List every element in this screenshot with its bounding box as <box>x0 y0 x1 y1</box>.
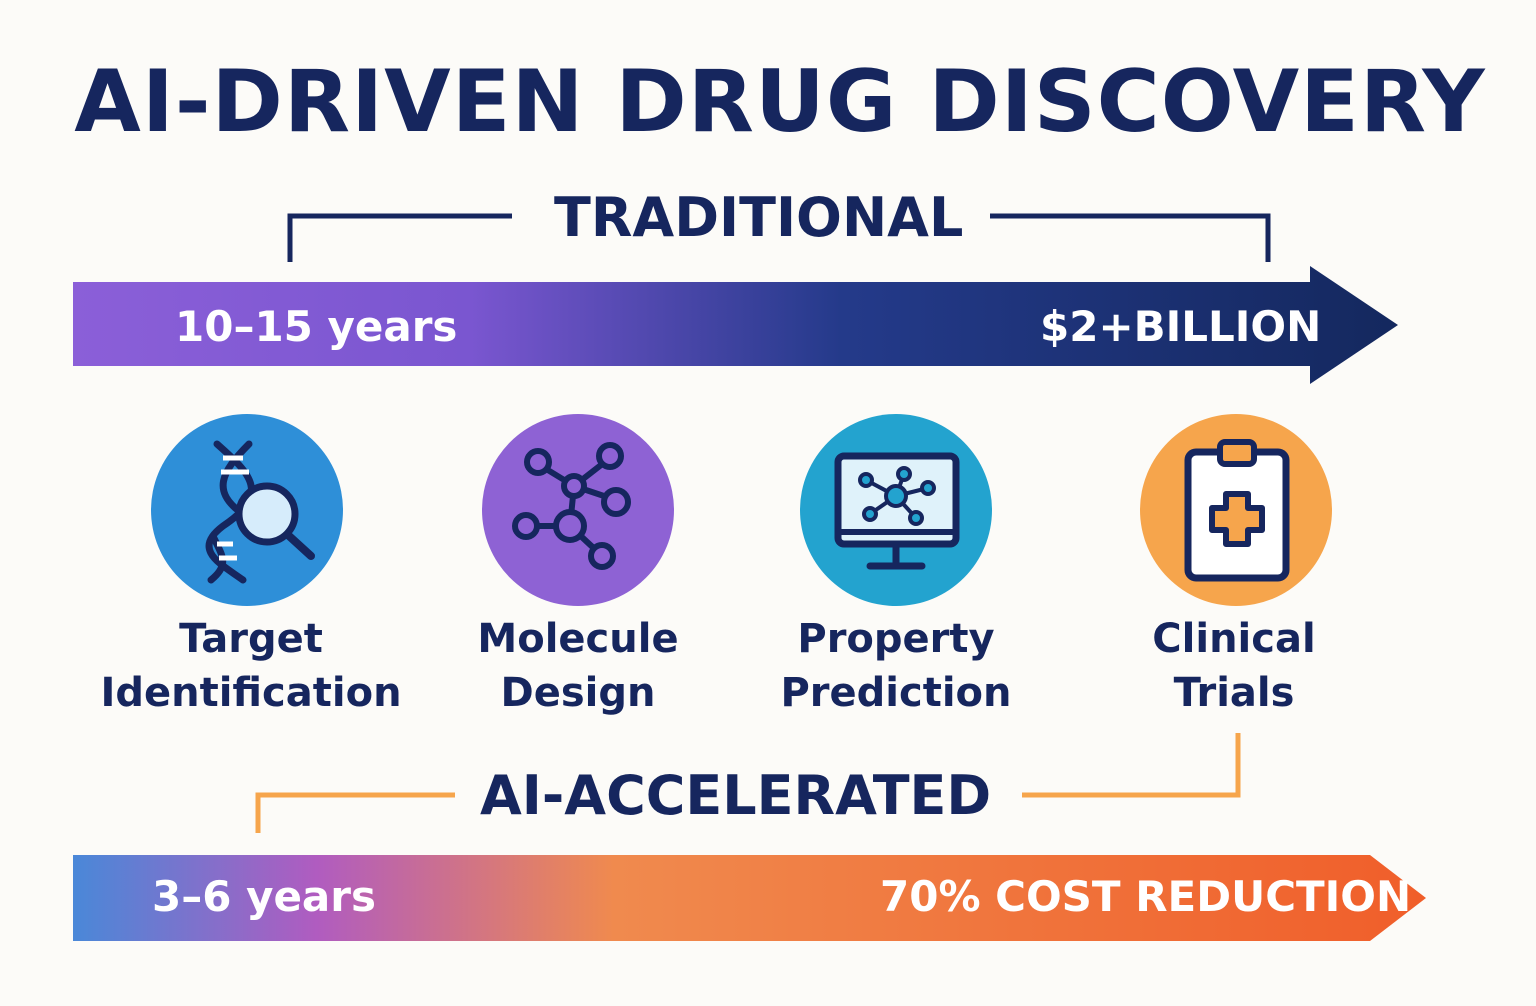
stage-label-line1: Clinical <box>1152 616 1316 662</box>
stage-label-clinical: Clinical Trials <box>1069 612 1399 720</box>
clipboard-medical-icon <box>1140 414 1332 606</box>
traditional-arrow <box>73 266 1398 384</box>
stage-label-line2: Identification <box>100 670 402 716</box>
traditional-label: TRADITIONAL <box>540 186 978 249</box>
stage-label-line2: Design <box>500 670 656 716</box>
stage-label-line1: Property <box>797 616 995 662</box>
ai-accelerated-label: AI-ACCELERATED <box>466 764 1006 827</box>
stage-label-target: Target Identification <box>86 612 416 720</box>
molecule-icon <box>482 414 674 606</box>
dna-magnifier-icon <box>151 414 343 606</box>
stage-label-line1: Target <box>179 616 323 662</box>
traditional-cost: $2+BILLION <box>1040 302 1322 351</box>
stage-label-line2: Trials <box>1173 670 1295 716</box>
stage-label-property: Property Prediction <box>731 612 1061 720</box>
stage-label-molecule: Molecule Design <box>413 612 743 720</box>
ai-bracket <box>255 733 1241 833</box>
traditional-bracket <box>287 213 1271 262</box>
ai-cost: 70% COST REDUCTION <box>880 872 1412 921</box>
stage-label-line2: Prediction <box>780 670 1012 716</box>
traditional-duration: 10–15 years <box>175 302 458 351</box>
stage-label-line1: Molecule <box>477 616 679 662</box>
page-title: AI-DRIVEN DRUG DISCOVERY <box>74 52 1486 152</box>
ai-duration: 3–6 years <box>152 872 376 921</box>
ai-arrow <box>73 855 1426 941</box>
monitor-molecule-icon <box>800 414 992 606</box>
